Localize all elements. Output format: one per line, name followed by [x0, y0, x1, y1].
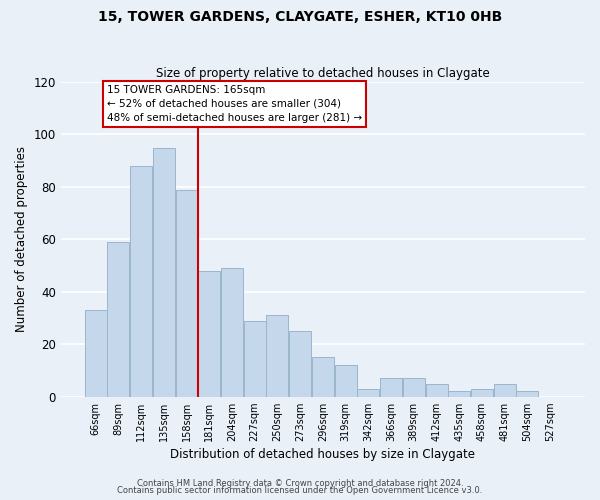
Bar [130, 166, 152, 396]
Bar [266, 316, 289, 396]
Bar [244, 320, 266, 396]
Bar [335, 365, 356, 396]
Y-axis label: Number of detached properties: Number of detached properties [15, 146, 28, 332]
Bar [289, 331, 311, 396]
Text: Contains HM Land Registry data © Crown copyright and database right 2024.: Contains HM Land Registry data © Crown c… [137, 478, 463, 488]
Bar [358, 389, 379, 396]
Bar [448, 392, 470, 396]
Bar [471, 389, 493, 396]
Title: Size of property relative to detached houses in Claygate: Size of property relative to detached ho… [156, 66, 490, 80]
Bar [517, 392, 538, 396]
Bar [107, 242, 130, 396]
Bar [425, 384, 448, 396]
Bar [153, 148, 175, 396]
Text: 15 TOWER GARDENS: 165sqm
← 52% of detached houses are smaller (304)
48% of semi-: 15 TOWER GARDENS: 165sqm ← 52% of detach… [107, 84, 362, 122]
Bar [198, 271, 220, 396]
Bar [380, 378, 402, 396]
Bar [176, 190, 197, 396]
Bar [221, 268, 243, 396]
X-axis label: Distribution of detached houses by size in Claygate: Distribution of detached houses by size … [170, 448, 475, 461]
Text: 15, TOWER GARDENS, CLAYGATE, ESHER, KT10 0HB: 15, TOWER GARDENS, CLAYGATE, ESHER, KT10… [98, 10, 502, 24]
Bar [403, 378, 425, 396]
Bar [85, 310, 107, 396]
Text: Contains public sector information licensed under the Open Government Licence v3: Contains public sector information licen… [118, 486, 482, 495]
Bar [312, 358, 334, 397]
Bar [494, 384, 516, 396]
